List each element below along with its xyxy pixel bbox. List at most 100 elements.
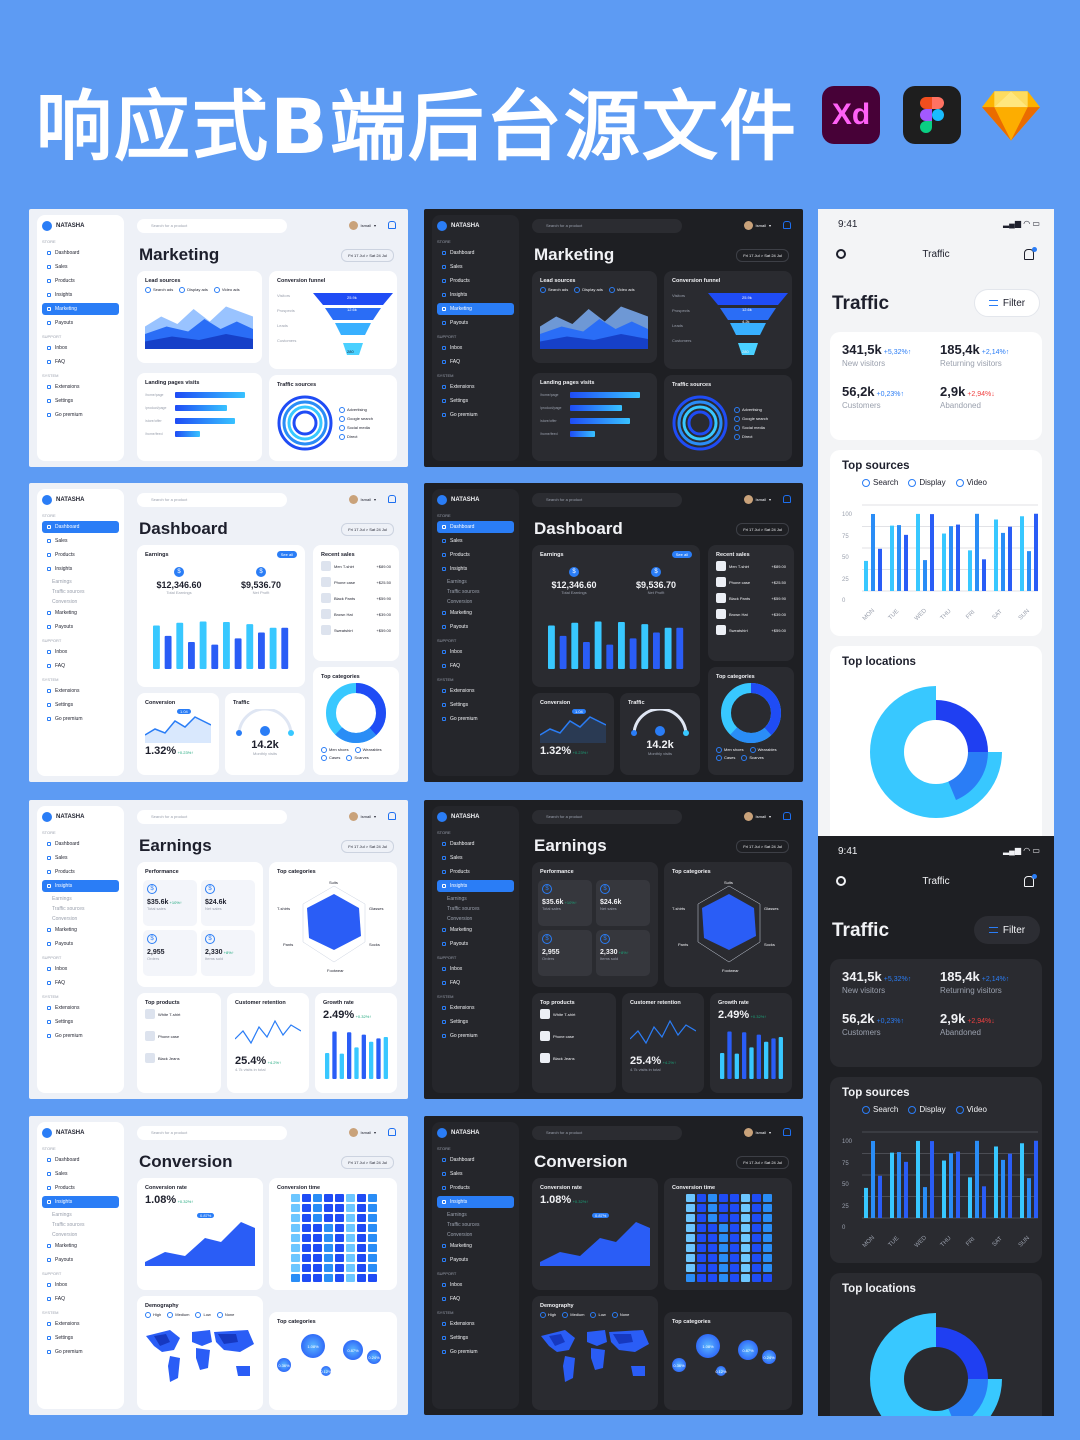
list-item[interactable]: Black Jeans — [540, 1053, 608, 1063]
user-menu[interactable]: Ismail ▾ — [743, 1128, 771, 1137]
sidebar-item-go-premium[interactable]: Go premium — [437, 409, 514, 421]
legend-item[interactable]: Social media — [339, 425, 370, 431]
legend-item[interactable]: Display ads — [179, 287, 208, 293]
sidebar-item-inbox[interactable]: Inbox — [437, 342, 514, 354]
sidebar-item-insights[interactable]: Insights — [437, 880, 514, 892]
date-range-picker[interactable]: Fri 17 Jul > Sat 24 Jul — [341, 249, 394, 262]
date-range-picker[interactable]: Fri 17 Jul > Sat 24 Jul — [736, 523, 789, 536]
stat-tile[interactable]: $ 2,955 Orders — [143, 930, 197, 976]
list-item[interactable]: Phone case +$25.50 — [716, 577, 786, 587]
legend-item[interactable]: High — [145, 1312, 161, 1318]
legend-item[interactable]: Cases — [716, 755, 735, 761]
date-range-picker[interactable]: Fri 17 Jul > Sat 24 Jul — [736, 249, 789, 262]
user-menu[interactable]: Ismail ▾ — [348, 221, 376, 230]
sidebar-item-sales[interactable]: Sales — [437, 852, 514, 864]
bubble[interactable]: 0.36% — [277, 1358, 291, 1372]
sidebar-item-go-premium[interactable]: Go premium — [42, 409, 119, 421]
bell-icon[interactable] — [1024, 874, 1037, 887]
sidebar-item-faq[interactable]: FAQ — [437, 977, 514, 989]
search-input[interactable]: Search for a product — [137, 810, 287, 824]
list-item[interactable]: Brown Hat +$39.00 — [321, 609, 391, 619]
sidebar-item-payouts[interactable]: Payouts — [42, 938, 119, 950]
sidebar-item-settings[interactable]: Settings — [437, 1332, 514, 1344]
stat-tile[interactable]: $ $24.6k Net sales — [596, 880, 650, 926]
sidebar-subitem[interactable]: Traffic sources — [447, 589, 480, 595]
search-input[interactable]: Search for a product — [532, 810, 682, 824]
sidebar-item-dashboard[interactable]: Dashboard — [42, 1154, 119, 1166]
sidebar-item-marketing[interactable]: Marketing — [437, 1240, 514, 1252]
sidebar-item-faq[interactable]: FAQ — [437, 660, 514, 672]
sidebar-item-settings[interactable]: Settings — [437, 395, 514, 407]
bubble[interactable]: 0.24% — [367, 1350, 381, 1364]
sidebar-item-marketing[interactable]: Marketing — [42, 303, 119, 315]
user-menu[interactable]: Ismail ▾ — [348, 812, 376, 821]
see-all-button[interactable]: See all — [671, 551, 692, 558]
sidebar-item-insights[interactable]: Insights — [42, 563, 119, 575]
sidebar-item-marketing[interactable]: Marketing — [42, 1240, 119, 1252]
legend-item[interactable]: Direct — [734, 434, 752, 440]
legend-item[interactable]: Wearables — [355, 747, 382, 753]
sidebar-item-payouts[interactable]: Payouts — [437, 621, 514, 633]
stat-tile[interactable]: $ 2,330 +8%↑ Items sold — [596, 930, 650, 976]
search-input[interactable]: Search for a product — [137, 219, 287, 233]
legend-item[interactable]: Low — [195, 1312, 210, 1318]
legend-item[interactable]: Low — [590, 1312, 605, 1318]
sidebar-item-payouts[interactable]: Payouts — [437, 938, 514, 950]
sidebar-item-inbox[interactable]: Inbox — [437, 646, 514, 658]
sidebar-item-marketing[interactable]: Marketing — [437, 607, 514, 619]
user-menu[interactable]: Ismail ▾ — [743, 495, 771, 504]
sidebar-item-go-premium[interactable]: Go premium — [437, 1030, 514, 1042]
legend-item[interactable]: None — [217, 1312, 235, 1318]
legend-item[interactable]: Men shoes — [716, 747, 744, 753]
search-input[interactable]: Search for a product — [532, 1126, 682, 1140]
bell-icon[interactable] — [388, 812, 396, 820]
sidebar-item-extensions[interactable]: Extensions — [42, 1318, 119, 1330]
bubble[interactable]: 0.87% — [343, 1340, 363, 1360]
sidebar-item-marketing[interactable]: Marketing — [437, 303, 514, 315]
bubble[interactable]: 0.12% — [715, 1366, 727, 1376]
sidebar-item-marketing[interactable]: Marketing — [42, 924, 119, 936]
legend-item[interactable]: Search — [862, 478, 898, 487]
legend-item[interactable]: Scarves — [741, 755, 763, 761]
bell-icon[interactable] — [783, 221, 791, 229]
legend-item[interactable]: Direct — [339, 434, 357, 440]
sidebar-subitem[interactable]: Conversion — [447, 916, 473, 922]
sidebar-item-products[interactable]: Products — [42, 549, 119, 561]
sidebar-item-go-premium[interactable]: Go premium — [42, 713, 119, 725]
bell-icon[interactable] — [1024, 247, 1037, 260]
sidebar-item-products[interactable]: Products — [42, 1182, 119, 1194]
sidebar-item-dashboard[interactable]: Dashboard — [42, 838, 119, 850]
sidebar-item-inbox[interactable]: Inbox — [42, 646, 119, 658]
sidebar-item-faq[interactable]: FAQ — [42, 356, 119, 368]
sidebar-item-payouts[interactable]: Payouts — [437, 1254, 514, 1266]
sidebar-item-products[interactable]: Products — [437, 549, 514, 561]
sidebar-item-insights[interactable]: Insights — [437, 563, 514, 575]
sidebar-item-faq[interactable]: FAQ — [437, 356, 514, 368]
sidebar-item-extensions[interactable]: Extensions — [42, 685, 119, 697]
sidebar-subitem[interactable]: Traffic sources — [52, 589, 85, 595]
bell-icon[interactable] — [388, 495, 396, 503]
legend-item[interactable]: None — [612, 1312, 630, 1318]
sidebar-subitem[interactable]: Traffic sources — [447, 1222, 480, 1228]
legend-item[interactable]: Google search — [339, 416, 373, 422]
filter-button[interactable]: Filter — [974, 916, 1040, 944]
user-menu[interactable]: Ismail ▾ — [348, 495, 376, 504]
legend-item[interactable]: Display — [908, 478, 945, 487]
legend-item[interactable]: Video — [956, 478, 987, 487]
search-input[interactable]: Search for a product — [137, 493, 287, 507]
sidebar-subitem[interactable]: Traffic sources — [52, 1222, 85, 1228]
bell-icon[interactable] — [388, 1128, 396, 1136]
sidebar-item-settings[interactable]: Settings — [42, 1016, 119, 1028]
date-range-picker[interactable]: Fri 17 Jul > Sat 24 Jul — [736, 1156, 789, 1169]
list-item[interactable]: Men T-shirt +$89.00 — [321, 561, 391, 571]
sidebar-item-products[interactable]: Products — [42, 275, 119, 287]
legend-item[interactable]: Cases — [321, 755, 340, 761]
sidebar-item-inbox[interactable]: Inbox — [42, 1279, 119, 1291]
stat-tile[interactable]: $ 2,330 +8%↑ Items sold — [201, 930, 255, 976]
legend-item[interactable]: Advertising — [734, 407, 762, 413]
sidebar-item-sales[interactable]: Sales — [42, 852, 119, 864]
sidebar-item-inbox[interactable]: Inbox — [437, 963, 514, 975]
search-input[interactable]: Search for a product — [137, 1126, 287, 1140]
sidebar-subitem[interactable]: Conversion — [447, 599, 473, 605]
sidebar-item-products[interactable]: Products — [437, 1182, 514, 1194]
